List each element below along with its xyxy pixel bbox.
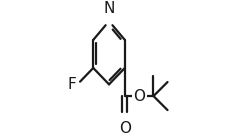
Text: N: N (103, 1, 115, 16)
Text: O: O (119, 121, 131, 136)
Text: O: O (134, 89, 145, 103)
Text: F: F (68, 77, 76, 92)
